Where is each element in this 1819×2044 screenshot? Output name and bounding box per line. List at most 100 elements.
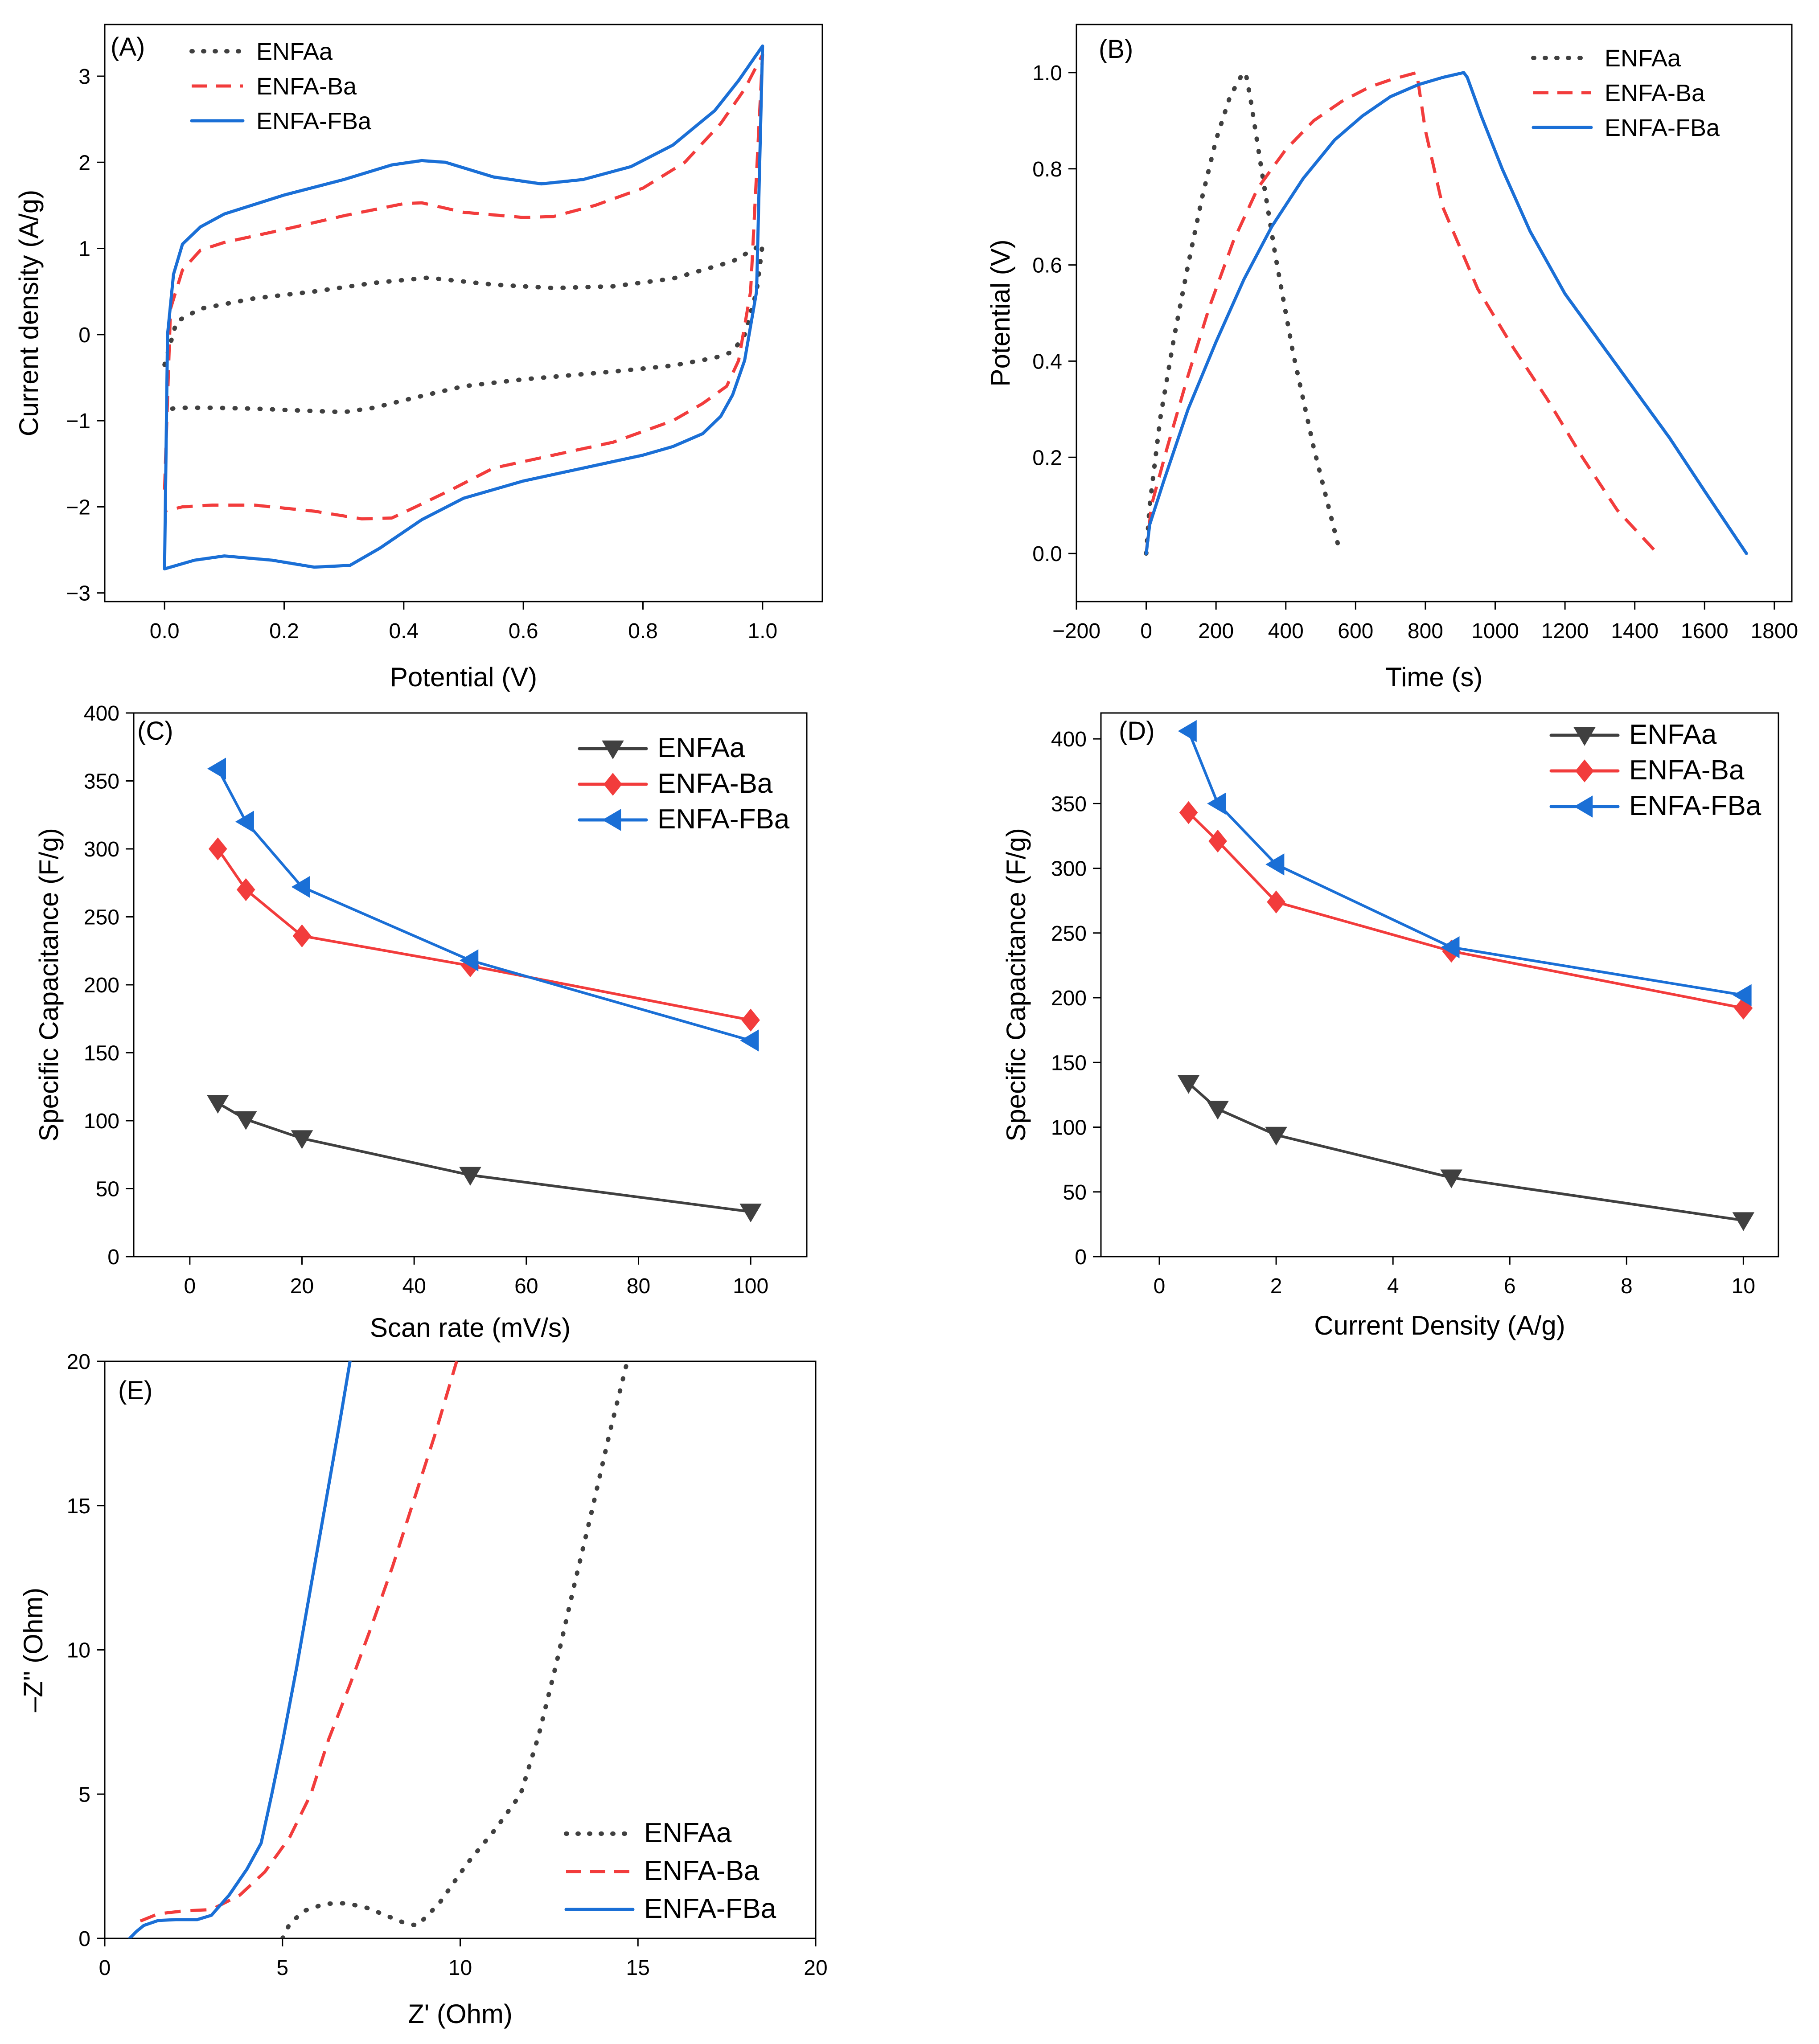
series-enfa-fba-marker-1 (1207, 792, 1226, 815)
legend: ENFAa ENFA-Ba ENFA-FBa (1531, 45, 1720, 141)
legend-label-enfaa: ENFAa (1629, 719, 1717, 750)
y-tick-label: 10 (67, 1639, 90, 1663)
legend-enfa-ba-marker-0 (1575, 759, 1594, 782)
y-tick-label: 350 (84, 770, 119, 794)
x-tick-label: 1000 (1471, 619, 1519, 643)
x-tick-label: 20 (804, 1956, 827, 1980)
series-enfaa-marker-3 (459, 1167, 481, 1186)
y-tick-label: −2 (66, 496, 90, 519)
y-tick-label: 400 (84, 702, 119, 725)
x-tick-label: 0.2 (269, 619, 299, 643)
legend-label-enfaa: ENFAa (256, 38, 333, 65)
y-tick-label: 2 (78, 151, 90, 175)
series-enfaa-marker-4 (1732, 1212, 1755, 1231)
legend-label-enfaa: ENFAa (1605, 45, 1681, 72)
x-tick-label: 10 (1732, 1274, 1755, 1298)
y-axis-label: Specific Capacitance (F/g) (34, 828, 64, 1142)
series-enfaa-marker-1 (1207, 1101, 1229, 1120)
y-tick-label: −1 (66, 410, 90, 433)
y-tick-label: 250 (1051, 922, 1087, 946)
x-tick-label: 0 (99, 1956, 111, 1980)
legend-label-enfaa: ENFAa (644, 1818, 732, 1848)
series-enfa-ba-line (1145, 71, 1659, 555)
y-tick-label: 1.0 (1032, 61, 1062, 85)
series-enfa-fba-marker-4 (740, 1029, 759, 1052)
y-axis-label: Potential (V) (985, 239, 1015, 386)
series-enfa-fba-marker-0 (207, 758, 226, 780)
series-enfa-ba-marker-1 (236, 878, 255, 901)
x-tick-label: 15 (626, 1956, 650, 1980)
panel-b-chart: −200 0 200 400 600 800 1000 1200 1400 1600 1800 0.0… (985, 24, 1798, 692)
y-tick-label: 300 (1051, 857, 1087, 881)
series-enfa-fba-marker-4 (1733, 984, 1752, 1006)
series-enfa-ba-marker-0 (208, 837, 227, 860)
y-tick-label: 0 (1075, 1245, 1087, 1269)
plot-frame (104, 24, 823, 602)
y-tick-label: 150 (84, 1042, 119, 1065)
series-enfa-fba-marker-2 (1265, 853, 1285, 876)
legend: ENFAa ENFA-Ba ENFA-FBa (578, 733, 790, 835)
legend-enfa-ba-marker-0 (604, 773, 622, 796)
y-tick-label: 200 (1051, 987, 1087, 1010)
series-enfa-ba-marker-4 (741, 1008, 760, 1032)
plot-area (128, 1361, 630, 1938)
legend-enfaa-marker-0 (602, 740, 624, 759)
series-enfa-fba-marker-2 (291, 876, 310, 898)
series-enfa-fba-marker-3 (460, 949, 479, 971)
x-tick-label: 0.6 (509, 619, 538, 643)
legend: ENFAa ENFA-Ba ENFA-FBa (564, 1818, 776, 1924)
series-enfa-ba-marker-2 (1267, 890, 1285, 913)
y-axis-label: Current density (A/g) (14, 190, 44, 437)
y-tick-label: −3 (66, 582, 90, 606)
y-tick-label: 0 (78, 1927, 90, 1951)
plot-area (162, 44, 765, 571)
panel-a-chart: 0.0 0.2 0.4 0.6 0.8 1.0 −3 −2 −1 0 1 2 3 Potential (V… (14, 24, 823, 692)
series-enfa-fba-line (163, 44, 764, 571)
series-enfa-ba-marker-1 (1208, 829, 1227, 853)
x-tick-label: 0 (1140, 619, 1152, 643)
y-tick-label: 0.4 (1032, 350, 1062, 373)
y-tick-label: 250 (84, 906, 119, 930)
y-tick-label: 20 (67, 1350, 90, 1374)
plot-frame (1100, 712, 1779, 1258)
x-tick-label: 1800 (1750, 619, 1798, 643)
series-enfa-fba-marker-0 (1178, 720, 1197, 742)
x-tick-label: 40 (402, 1274, 426, 1298)
y-axis-label: Specific Capacitance (F/g) (1001, 828, 1031, 1142)
plot-area (1144, 70, 1748, 556)
y-tick-label: 15 (67, 1495, 90, 1518)
panel-label: (B) (1099, 35, 1133, 64)
legend-label-enfa-fba: ENFA-FBa (644, 1893, 776, 1924)
x-tick-label: 0 (184, 1274, 196, 1298)
x-tick-label: 8 (1621, 1274, 1633, 1298)
y-tick-label: 200 (84, 974, 119, 997)
series-enfa-fba-marker-3 (1441, 936, 1460, 959)
x-axis-label: Z' (Ohm) (408, 1999, 513, 2029)
y-tick-label: 5 (78, 1783, 90, 1806)
series-enfaa-marker-1 (234, 1111, 257, 1130)
x-tick-label: 60 (514, 1274, 538, 1298)
y-tick-label: 0.0 (1032, 542, 1062, 566)
x-axis-label: Current Density (A/g) (1314, 1311, 1565, 1340)
series-enfaa-line (1144, 70, 1343, 556)
legend-enfa-fba-marker-0 (602, 809, 621, 831)
legend-label-enfa-ba: ENFA-Ba (644, 1856, 760, 1886)
x-tick-label: 0.0 (150, 619, 180, 643)
series-enfa-ba-marker-0 (1179, 801, 1198, 824)
x-tick-label: −200 (1052, 619, 1100, 643)
series-enfaa-marker-3 (1440, 1169, 1462, 1188)
panel-label: (C) (137, 717, 173, 746)
series-enfaa-line (280, 1361, 630, 1938)
x-tick-label: 200 (1198, 619, 1234, 643)
legend: ENFAa ENFA-Ba ENFA-FBa (1549, 719, 1762, 821)
legend-label-enfa-fba: ENFA-FBa (657, 804, 790, 835)
legend-label-enfa-fba: ENFA-FBa (1629, 791, 1762, 821)
series-enfa-ba-line (140, 1361, 458, 1923)
x-tick-label: 6 (1504, 1274, 1516, 1298)
x-tick-label: 600 (1338, 619, 1373, 643)
x-axis-label: Scan rate (mV/s) (370, 1313, 571, 1343)
x-tick-label: 2 (1270, 1274, 1282, 1298)
y-tick-label: 100 (1051, 1116, 1087, 1140)
y-tick-label: 0.6 (1032, 254, 1062, 278)
